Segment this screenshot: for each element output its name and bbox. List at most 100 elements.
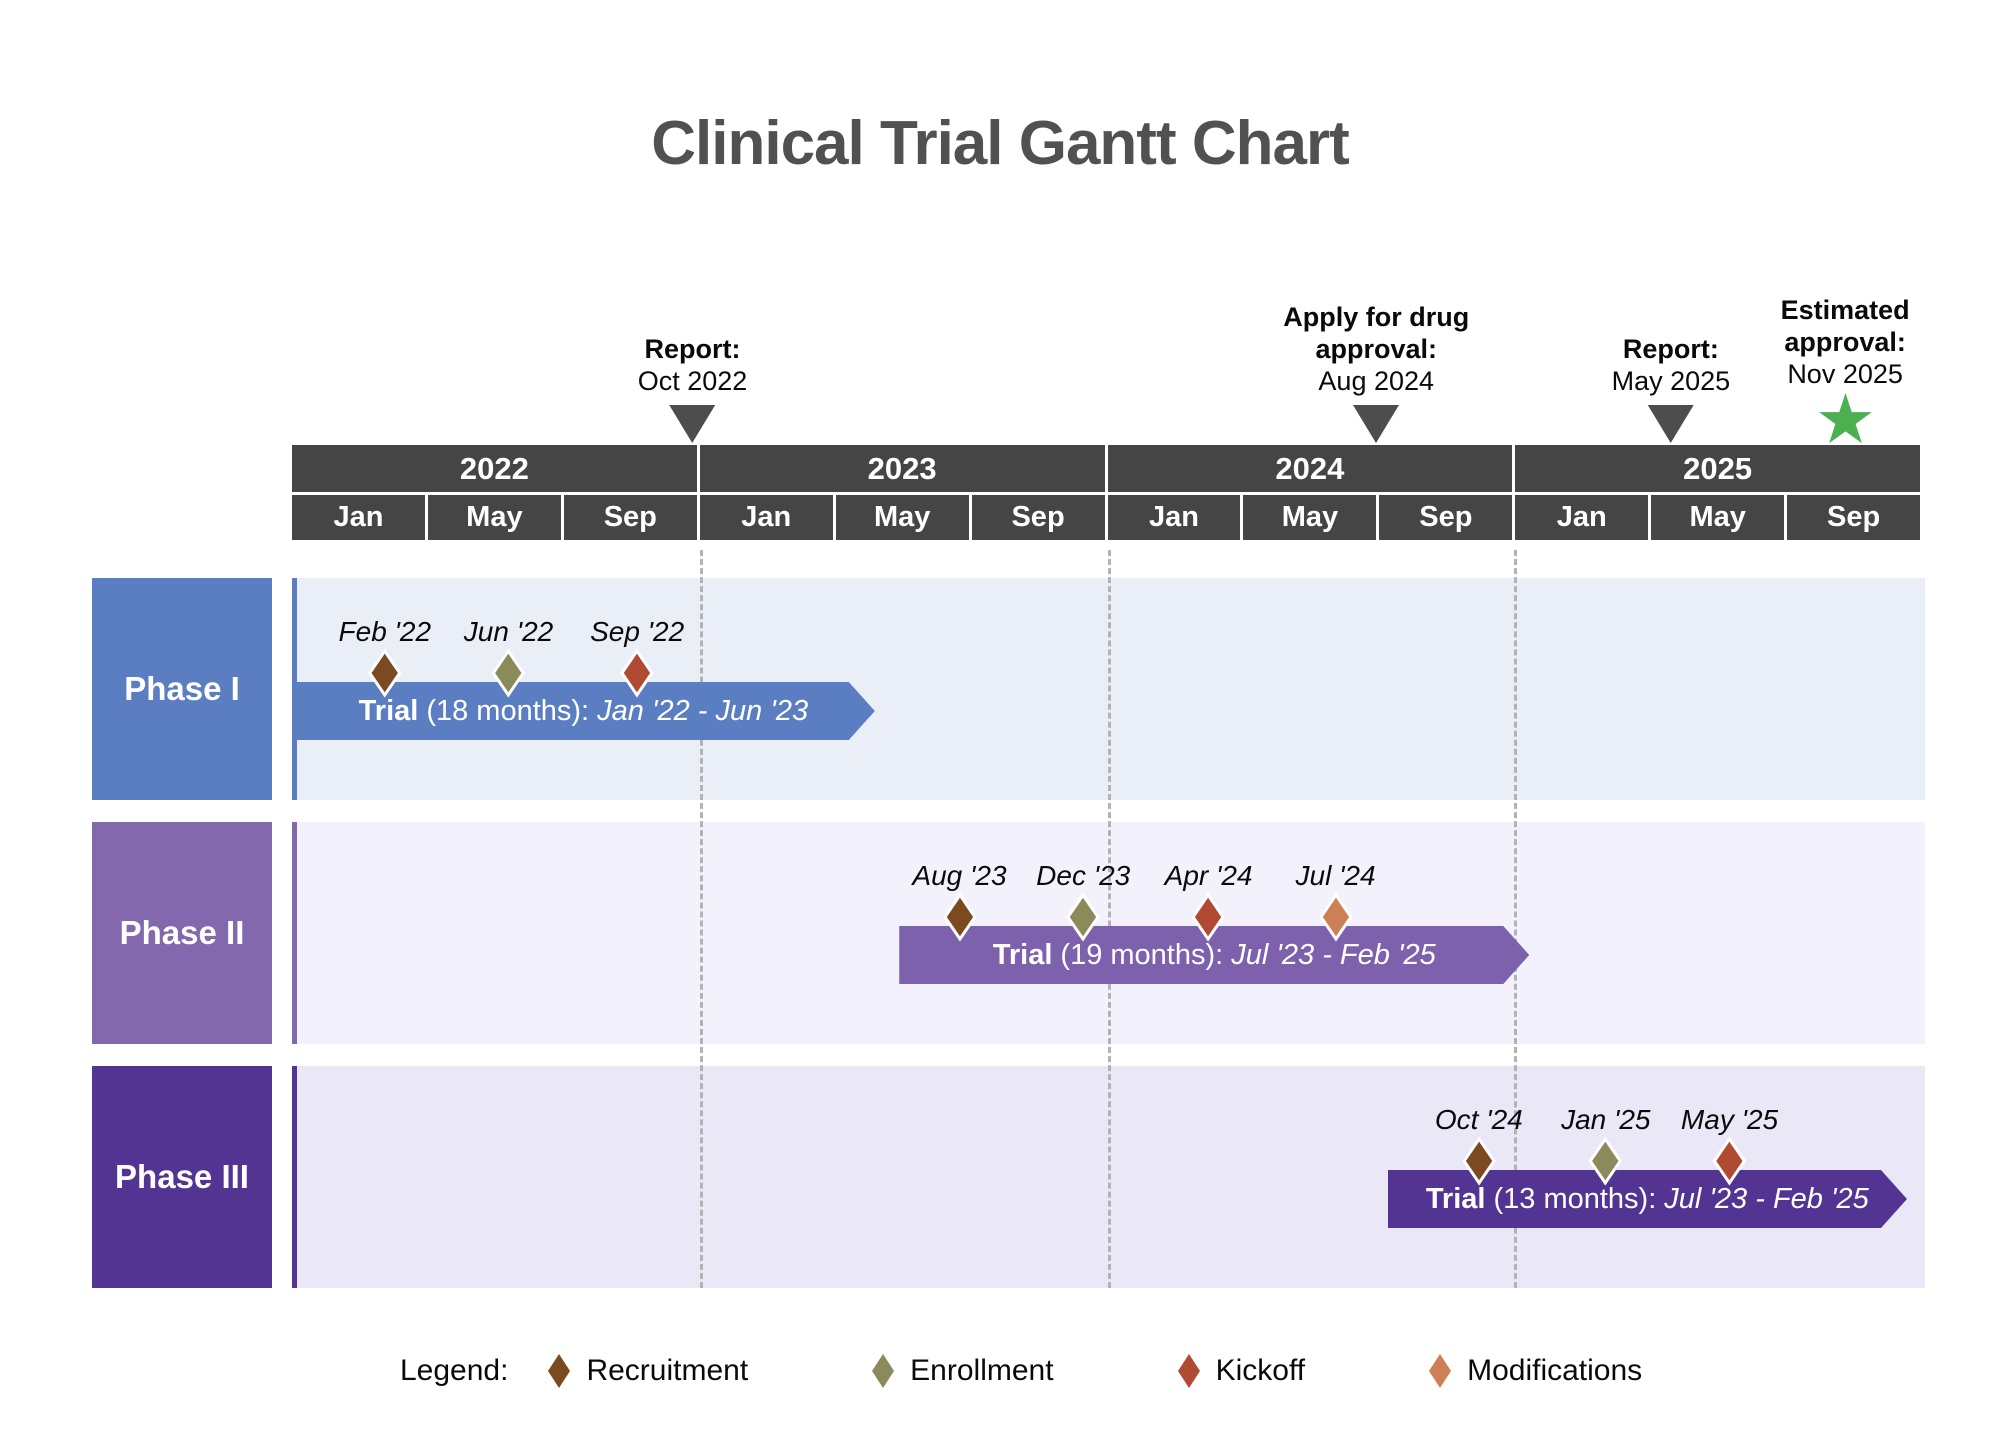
legend-item-label: Kickoff xyxy=(1215,1354,1306,1387)
legend-label: Legend: xyxy=(400,1354,509,1387)
trial-bar-task: Trial xyxy=(992,938,1053,971)
milestone: Oct '24 xyxy=(1435,1066,1523,1186)
diamond-icon xyxy=(491,648,527,698)
year-cell: 2022 xyxy=(292,445,697,492)
annotation-report-oct-2022: Report: Oct 2022 xyxy=(638,333,748,443)
diamond-icon xyxy=(619,648,655,698)
diamond-icon xyxy=(1191,892,1227,942)
annotation-label: Apply for drug approval: xyxy=(1283,302,1470,364)
timeline-header: 2022 2023 2024 2025 Jan May Sep Jan May … xyxy=(292,445,1921,540)
month-cell: Jan xyxy=(1107,495,1241,540)
milestone: Sep '22 xyxy=(590,578,684,698)
phase-label-phase-1: Phase I xyxy=(92,578,272,800)
month-cell: Jan xyxy=(699,495,833,540)
legend-item-recruitment: Recruitment xyxy=(546,1352,748,1390)
annotation-label: Estimated approval: xyxy=(1780,295,1910,357)
trial-bar: Trial (19 months): Jul '23 - Feb '25 xyxy=(899,926,1529,984)
phase-label-phase-2: Phase II xyxy=(92,822,272,1044)
annotation-date: Oct 2022 xyxy=(637,366,748,396)
triangle-down-icon xyxy=(669,405,716,443)
milestone-date-label: Jul '24 xyxy=(1295,860,1376,891)
diamond-icon xyxy=(1065,892,1101,942)
milestone: Dec '23 xyxy=(1036,822,1130,942)
legend-item-label: Enrollment xyxy=(910,1354,1054,1387)
milestone-date-label: Sep '22 xyxy=(590,616,685,647)
milestone: Apr '24 xyxy=(1164,822,1253,942)
annotation-text: Report: Oct 2022 xyxy=(638,333,748,397)
annotation-report-may-2025: Report: May 2025 xyxy=(1612,333,1731,443)
milestone-date-label: Jan '25 xyxy=(1561,1104,1651,1135)
trial-bar-range: Jan '22 - Jun '23 xyxy=(597,694,809,727)
annotation-date: May 2025 xyxy=(1611,366,1731,396)
legend-item-enrollment: Enrollment xyxy=(870,1352,1054,1390)
milestone: Jun '22 xyxy=(464,578,553,698)
year-gridline xyxy=(699,550,703,1288)
milestone: Aug '23 xyxy=(912,822,1007,942)
trial-bar-task: Trial xyxy=(358,694,419,727)
month-cell: May xyxy=(835,495,969,540)
star-icon xyxy=(1818,390,1872,443)
milestone-date-label: Oct '24 xyxy=(1434,1104,1523,1135)
milestone-date-label: Jun '22 xyxy=(463,616,554,647)
triangle-down-icon xyxy=(1353,405,1400,443)
trial-bar-detail: (19 months): xyxy=(1060,938,1224,971)
phase-row-phase-3: Trial (13 months): Jul '23 - Feb '25 Oct… xyxy=(292,1066,1920,1288)
annotation-label: Report: xyxy=(1622,334,1719,364)
year-cell: 2023 xyxy=(699,445,1105,492)
annotation-date: Aug 2024 xyxy=(1318,366,1435,396)
month-cell: Jan xyxy=(1515,495,1649,540)
milestone-date-label: May '25 xyxy=(1680,1104,1779,1135)
year-gridline xyxy=(1107,550,1111,1288)
month-cell: May xyxy=(1243,495,1377,540)
diamond-icon xyxy=(1588,1136,1624,1186)
year-row: 2022 2023 2024 2025 xyxy=(292,445,1920,492)
year-gridline xyxy=(1513,550,1517,1288)
legend-item-modifications: Modifications xyxy=(1427,1352,1642,1390)
annotation-text: Apply for drug approval: Aug 2024 xyxy=(1261,301,1491,397)
annotation-date: Nov 2025 xyxy=(1787,359,1903,389)
triangle-down-icon xyxy=(1647,405,1694,443)
diamond-icon xyxy=(546,1352,572,1390)
year-cell: 2024 xyxy=(1107,445,1513,492)
month-cell: May xyxy=(427,495,561,540)
annotation-label: Report: xyxy=(644,334,741,364)
diamond-icon xyxy=(1176,1352,1202,1390)
trial-bar-task: Trial xyxy=(1425,1182,1486,1215)
annotation-text: Estimated approval: Nov 2025 xyxy=(1758,294,1933,390)
milestone-date-label: Feb '22 xyxy=(338,616,432,647)
month-cell: Sep xyxy=(971,495,1105,540)
milestone-date-label: Apr '24 xyxy=(1164,860,1253,891)
trial-bar: Trial (13 months): Jul '23 - Feb '25 xyxy=(1388,1170,1907,1228)
diamond-icon xyxy=(367,648,403,698)
month-cell: May xyxy=(1651,495,1785,540)
page-title: Clinical Trial Gantt Chart xyxy=(651,109,1349,178)
annotation-estimated-approval: Estimated approval: Nov 2025 xyxy=(1758,294,1933,443)
year-cell: 2025 xyxy=(1515,445,1920,492)
gridline-layer xyxy=(292,550,1920,1288)
trial-bar: Trial (18 months): Jan '22 - Jun '23 xyxy=(292,682,875,740)
milestone: May '25 xyxy=(1681,1066,1778,1186)
phase-row-phase-1: Trial (18 months): Jan '22 - Jun '23 Feb… xyxy=(292,578,1920,800)
trial-bar-range: Jul '23 - Feb '25 xyxy=(1231,938,1436,971)
legend-item-kickoff: Kickoff xyxy=(1176,1352,1306,1390)
diamond-icon xyxy=(1461,1136,1497,1186)
month-row: Jan May Sep Jan May Sep Jan May Sep Jan … xyxy=(292,495,1921,540)
annotation-apply-drug-approval: Apply for drug approval: Aug 2024 xyxy=(1261,301,1491,443)
phase-row-phase-2: Trial (19 months): Jul '23 - Feb '25 Aug… xyxy=(292,822,1920,1044)
annotation-text: Report: May 2025 xyxy=(1612,333,1731,397)
legend-item-label: Modifications xyxy=(1467,1354,1643,1387)
legend: Legend: Recruitment Enrollment Kickoff M… xyxy=(400,1352,1764,1390)
month-cell: Sep xyxy=(1379,495,1513,540)
annotation-layer: Report: Oct 2022 Apply for drug approval… xyxy=(292,280,1920,443)
diamond-icon xyxy=(941,892,977,942)
milestone: Jul '24 xyxy=(1296,822,1376,942)
diamond-icon xyxy=(1712,1136,1748,1186)
legend-item-label: Recruitment xyxy=(586,1354,749,1387)
milestone: Feb '22 xyxy=(338,578,432,698)
diamond-icon xyxy=(1318,892,1354,942)
trial-bar-detail: (18 months): xyxy=(426,694,590,727)
month-cell: Sep xyxy=(1787,495,1921,540)
month-cell: Sep xyxy=(563,495,697,540)
month-cell: Jan xyxy=(292,495,425,540)
